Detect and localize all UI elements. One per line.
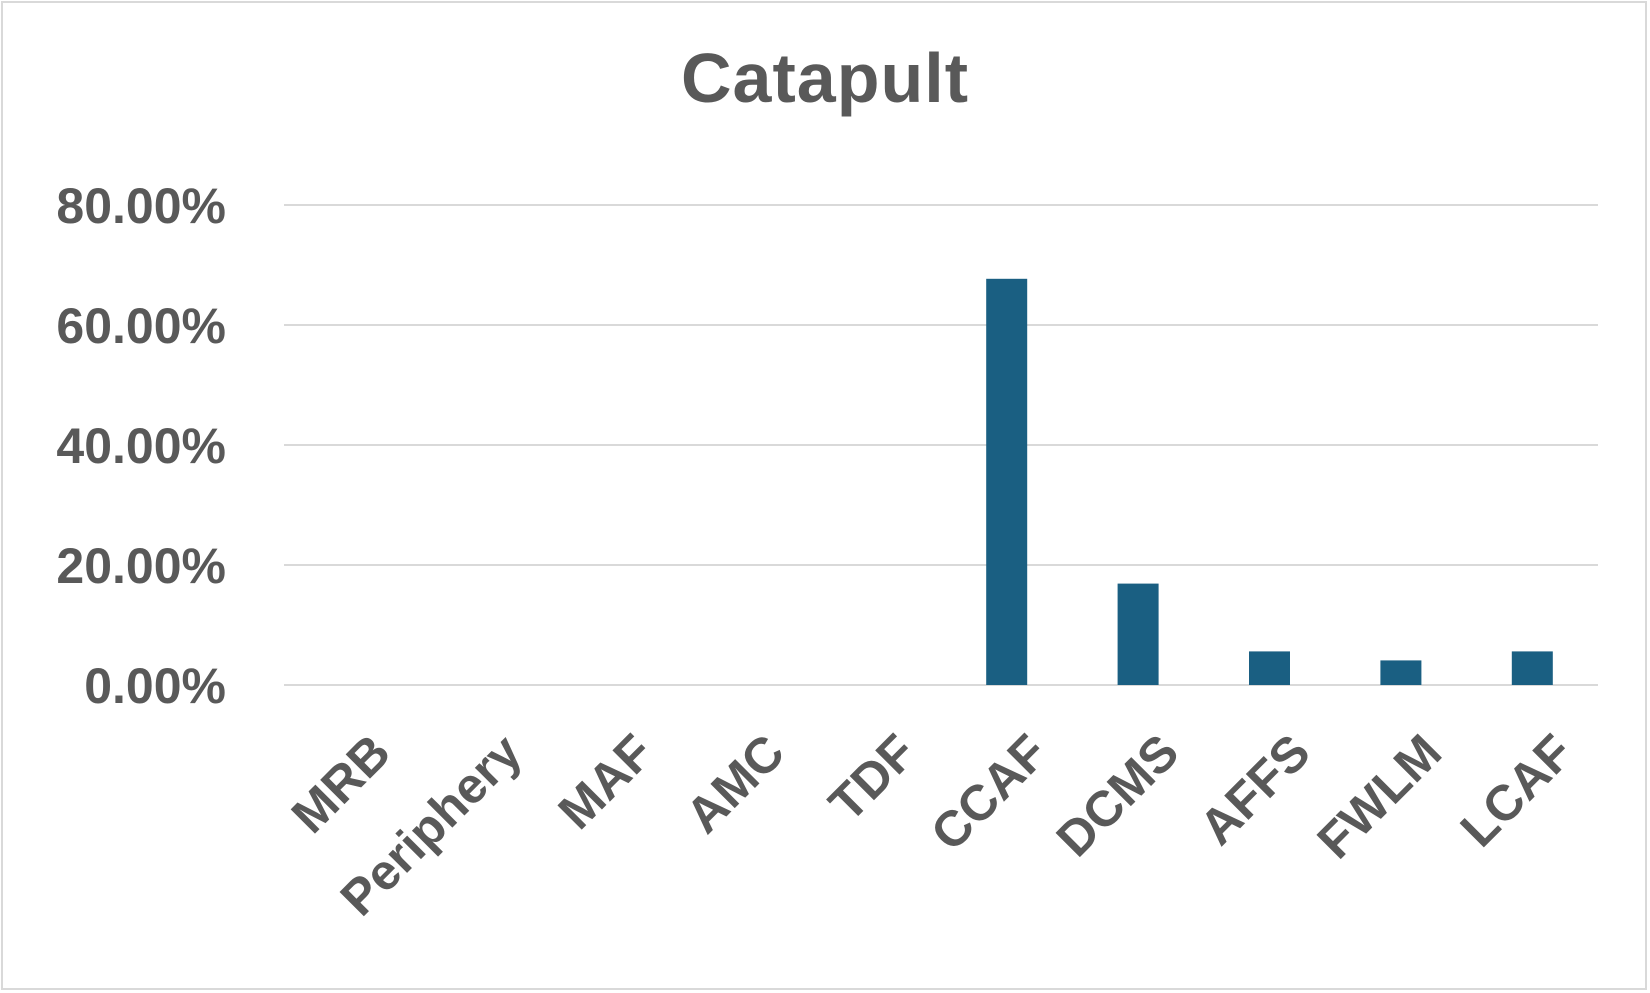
- x-tick-label-ccaf: CCAF: [920, 724, 1058, 862]
- bar-lcaf: [1511, 651, 1553, 685]
- x-tick-label-amc: AMC: [675, 724, 795, 844]
- x-tick-label-fwlm: FWLM: [1307, 724, 1453, 870]
- chart-title: Catapult: [681, 39, 969, 117]
- y-axis-ticks: 0.00% 20.00% 40.00% 60.00% 80.00%: [56, 178, 226, 714]
- gridlines: [284, 204, 1598, 686]
- x-tick-label-tdf: TDF: [818, 724, 926, 832]
- x-tick-label-dcms: DCMS: [1046, 724, 1190, 868]
- bars: [986, 278, 1553, 685]
- x-tick-label-maf: MAF: [548, 724, 664, 840]
- x-tick-label-mrb: MRB: [281, 724, 401, 844]
- x-tick-label-lcaf: LCAF: [1450, 724, 1584, 858]
- y-tick-label: 40.00%: [56, 418, 226, 474]
- y-tick-label: 80.00%: [56, 178, 226, 234]
- y-tick-label: 20.00%: [56, 538, 226, 594]
- bar-dcms: [1117, 583, 1159, 685]
- bar-fwlm: [1380, 660, 1422, 685]
- bar-affs: [1249, 651, 1290, 685]
- y-tick-label: 60.00%: [56, 298, 226, 354]
- y-tick-label: 0.00%: [84, 658, 226, 714]
- bar-ccaf: [986, 278, 1028, 685]
- x-tick-label-affs: AFFS: [1189, 724, 1321, 856]
